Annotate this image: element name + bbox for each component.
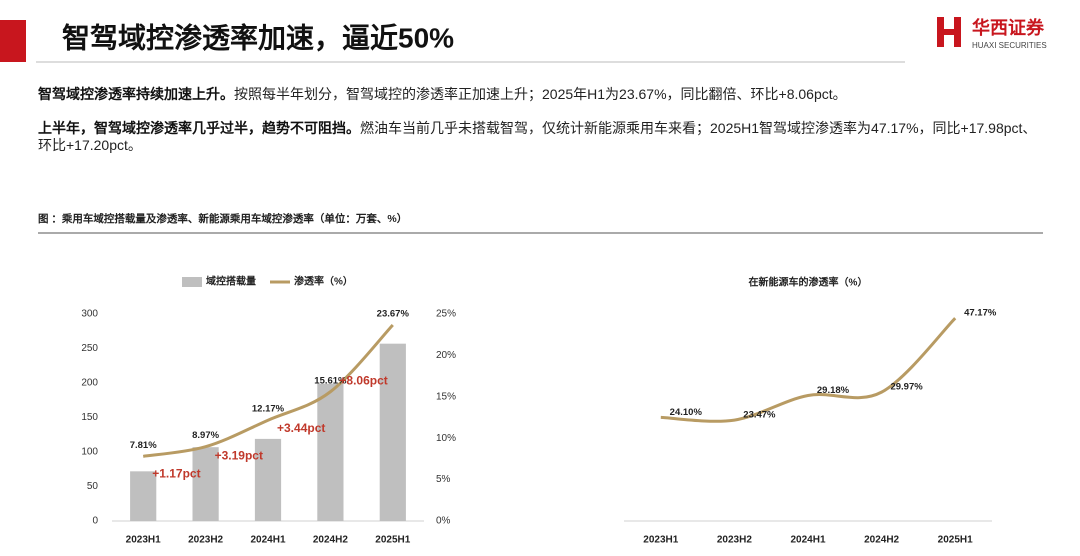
y-tick-label: 150 [81,412,98,423]
value-label: 23.67% [377,309,410,320]
value-label: 8.97% [192,430,219,441]
bar [254,438,282,521]
line [142,323,394,458]
bar [317,383,344,521]
x-tick-label: 2023H2 [188,535,223,546]
chart-title: 在新能源车的渗透率（%） [749,276,868,289]
paragraph-lead: 智驾域控渗透率持续加速上升。 [38,86,234,102]
logo-cn: 华西证券 [972,17,1045,38]
y2-tick-label: 0% [436,516,451,527]
y2-tick-label: 15% [436,391,456,402]
logo: 华西证券 HUAXI SECURITIES [937,17,1047,50]
y2-tick-label: 20% [436,350,456,361]
y-tick-label: 100 [81,447,98,458]
x-tick-label: 2024H1 [790,535,825,546]
legend-label: 域控搭载量 [206,275,256,288]
paragraph-text: 按照每半年划分，智驾域控的渗透率正加速上升；2025年H1为23.67%，同比翻… [234,86,847,102]
x-tick-label: 2024H2 [864,535,899,546]
annotation: +8.06pct [339,374,387,388]
x-tick-label: 2025H1 [375,535,410,546]
x-tick-label: 2024H1 [250,535,285,546]
logo-mark [941,29,957,35]
y2-tick-label: 5% [436,474,451,485]
value-label: 12.17% [252,404,285,415]
x-tick-label: 2025H1 [938,535,973,546]
x-tick-label: 2023H2 [717,535,752,546]
line [660,317,957,423]
legend-swatch [182,277,202,287]
paragraph: 智驾域控渗透率持续加速上升。按照每半年划分，智驾域控的渗透率正加速上升；2025… [38,86,1038,103]
value-label: 15.61% [314,375,347,386]
logo-mark [954,17,961,47]
paragraph-text: 燃油车当前几乎未搭载智驾，仅统计新能源乘用车来看；2025H1智驾域控渗透率为4… [38,120,1037,153]
y-tick-label: 250 [81,343,98,354]
slide-title: 智驾域控渗透率加速，逼近50% [62,21,454,53]
header-block [0,20,26,62]
logo-en: HUAXI SECURITIES [972,41,1047,50]
value-label: 24.10% [670,407,703,418]
y-tick-label: 300 [81,309,98,320]
bar [379,343,406,521]
legend-label: 渗透率（%） [294,275,353,288]
y-tick-label: 0 [92,516,98,527]
annotation: +3.19pct [215,449,263,463]
value-label: 7.81% [130,440,157,451]
x-tick-label: 2024H2 [313,535,348,546]
x-tick-label: 2023H1 [126,535,161,546]
annotation: +3.44pct [277,421,325,435]
value-label: 23.47% [743,410,776,421]
bar [130,471,157,521]
y-tick-label: 200 [81,378,98,389]
figure-caption: 图 ：乘用车域控搭载量及渗透率、新能源乘用车域控渗透率（单位：万套、%） [38,212,407,225]
bar [192,447,219,521]
logo-mark [937,17,944,47]
y-tick-label: 50 [87,481,99,492]
paragraph-lead: 上半年，智驾域控渗透率几乎过半，趋势不可阻挡。 [38,120,360,136]
value-label: 29.97% [890,382,923,393]
value-label: 29.18% [817,385,850,396]
annotation: +1.17pct [152,467,200,481]
y2-tick-label: 25% [436,309,456,320]
x-tick-label: 2023H1 [643,535,678,546]
value-label: 47.17% [964,308,997,319]
paragraph: 上半年，智驾域控渗透率几乎过半，趋势不可阻挡。燃油车当前几乎未搭载智驾，仅统计新… [38,120,1038,154]
y2-tick-label: 10% [436,433,456,444]
